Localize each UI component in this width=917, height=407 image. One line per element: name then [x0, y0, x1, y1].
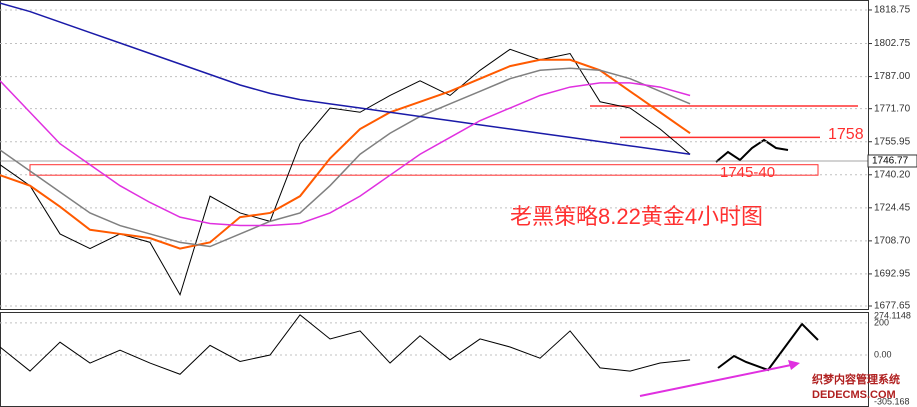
forecast-arrows: [715, 138, 819, 372]
y-tick-label: 0.00: [874, 349, 892, 359]
y-tick-label: 1740.20: [874, 169, 911, 180]
y-tick-label: -305.168: [874, 396, 910, 406]
moving-average: [0, 2, 691, 155]
price-tag: [867, 154, 917, 168]
y-tick-label: 1755.95: [874, 136, 911, 147]
y-tick-label: 1677.65: [874, 301, 911, 312]
y-tick-label: 1724.45: [874, 202, 911, 213]
arrow-head: [788, 360, 800, 370]
y-tick-label: 274.1148: [874, 310, 911, 320]
y-tick-label: 1708.70: [874, 236, 911, 247]
y-tick-label: 1771.70: [874, 103, 911, 114]
moving-average: [0, 80, 691, 227]
watermark: 织梦内容管理系统: [812, 372, 900, 386]
moving-average: [0, 67, 691, 248]
level-label: 1758: [828, 126, 864, 143]
watermark: DEDECMS.COM: [812, 389, 896, 401]
y-tick-label: 200: [874, 317, 889, 327]
y-tick-label: 1818.75: [874, 5, 911, 16]
zone-label: 1745-40: [720, 164, 775, 181]
current-price-label: 1746.77: [872, 156, 909, 167]
moving-average: [0, 58, 691, 250]
y-tick-label: 1787.00: [874, 71, 911, 82]
y-tick-label: 1692.95: [874, 269, 911, 280]
y-tick-label: 1802.75: [874, 38, 911, 49]
support-zone: [29, 164, 819, 176]
trend-arrow: [639, 363, 797, 397]
oscillator-line: [0, 314, 691, 375]
